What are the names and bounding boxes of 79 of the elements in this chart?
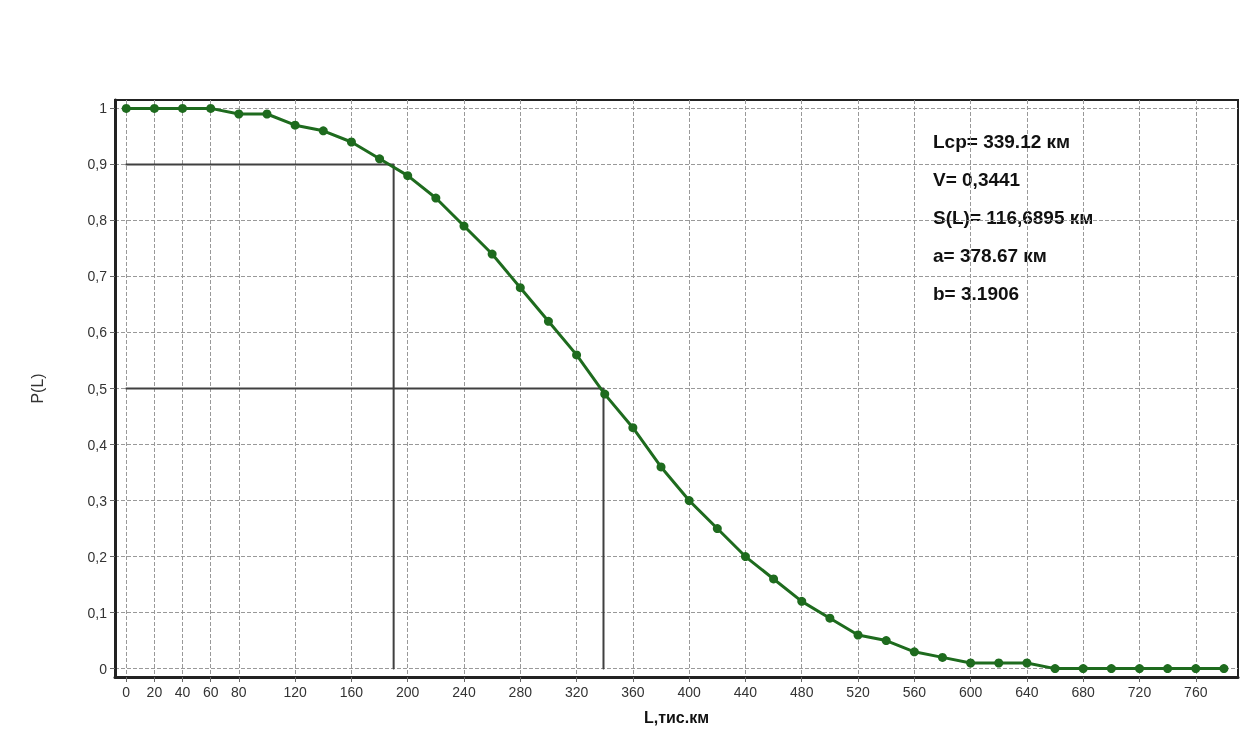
x-tick-label: 120 xyxy=(283,684,308,700)
point xyxy=(318,126,328,136)
y-tick-label: 0,2 xyxy=(87,548,108,565)
point xyxy=(515,283,525,293)
y-tick-label: 0,9 xyxy=(87,156,108,173)
x-tick-label: 80 xyxy=(231,684,247,700)
x-tick-label: 720 xyxy=(1127,684,1152,700)
point xyxy=(431,193,441,203)
point xyxy=(290,120,300,130)
point xyxy=(684,496,694,506)
point xyxy=(543,316,553,326)
point xyxy=(149,103,159,113)
y-tick-label: 0,3 xyxy=(87,492,108,509)
point xyxy=(769,574,779,584)
point xyxy=(346,137,356,147)
point xyxy=(797,596,807,606)
annotation: Lср= 339.12 км xyxy=(933,131,1071,152)
y-tick-label: 0,4 xyxy=(87,436,108,453)
x-tick-label: 480 xyxy=(790,684,814,700)
x-tick-label: 40 xyxy=(174,684,191,700)
point xyxy=(487,249,497,259)
x-tick-label: 160 xyxy=(339,684,364,700)
point xyxy=(712,524,722,534)
point xyxy=(375,154,385,164)
point xyxy=(994,658,1004,668)
annotation: V= 0,3441 xyxy=(933,169,1021,190)
x-tick-label: 20 xyxy=(146,684,163,700)
x-tick-label: 640 xyxy=(1015,684,1039,700)
point xyxy=(1191,664,1201,674)
annotation: b= 3.1906 xyxy=(933,283,1020,304)
point xyxy=(459,221,469,231)
y-tick-label: 0,5 xyxy=(87,380,108,397)
y-tick-label: 0,1 xyxy=(87,604,108,621)
point xyxy=(937,652,947,662)
x-tick-label: 360 xyxy=(621,684,645,700)
y-tick-label: 0,8 xyxy=(87,212,108,229)
x-tick-label: 680 xyxy=(1071,684,1096,700)
point xyxy=(1050,664,1060,674)
point xyxy=(656,462,666,472)
point xyxy=(1078,664,1088,674)
point xyxy=(178,103,188,113)
point xyxy=(909,647,919,657)
annotation: a= 378.67 км xyxy=(933,245,1047,266)
point xyxy=(600,389,610,399)
point xyxy=(206,103,216,113)
x-tick-label: 0 xyxy=(122,684,131,700)
point xyxy=(1022,658,1032,668)
point xyxy=(825,613,835,623)
point xyxy=(1163,664,1173,674)
x-tick-label: 60 xyxy=(202,684,219,700)
point xyxy=(740,552,750,562)
point xyxy=(403,171,413,181)
x-axis-title: L,тис.км xyxy=(643,708,710,726)
point xyxy=(234,109,244,119)
y-tick-label: 1 xyxy=(99,100,108,117)
point xyxy=(1106,664,1116,674)
point xyxy=(966,658,976,668)
x-tick-label: 760 xyxy=(1184,684,1208,700)
point xyxy=(881,636,891,646)
point xyxy=(262,109,272,119)
point xyxy=(628,423,638,433)
point xyxy=(1219,664,1229,674)
x-tick-label: 520 xyxy=(846,684,870,700)
y-axis-title: P(L) xyxy=(28,373,46,404)
point xyxy=(572,350,582,360)
x-tick-label: 280 xyxy=(508,684,533,700)
y-tick-label: 0,7 xyxy=(87,268,108,285)
y-tick-label: 0,6 xyxy=(87,324,108,341)
point xyxy=(1135,664,1144,674)
point xyxy=(853,630,863,640)
x-tick-label: 440 xyxy=(733,684,758,700)
x-tick-label: 240 xyxy=(452,684,476,700)
x-tick-label: 320 xyxy=(564,684,589,700)
y-tick-label: 0 xyxy=(99,660,108,677)
x-tick-label: 560 xyxy=(902,684,927,700)
x-tick-label: 200 xyxy=(396,684,420,700)
x-tick-label: 600 xyxy=(958,684,983,700)
x-tick-label: 400 xyxy=(677,684,702,700)
point xyxy=(121,103,131,113)
